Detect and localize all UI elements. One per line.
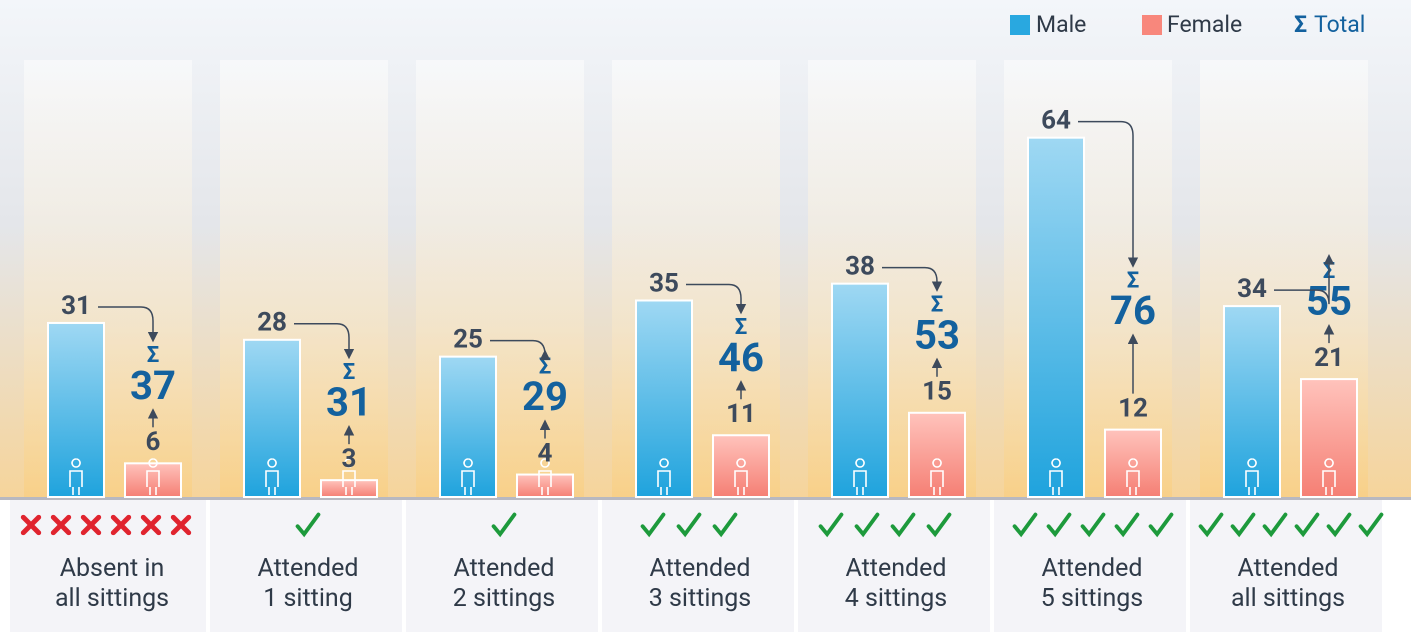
bar — [125, 463, 181, 497]
data-label: 4 — [538, 438, 553, 468]
total-label: 53 — [914, 311, 960, 358]
legend-swatch — [1142, 15, 1162, 35]
data-label: 31 — [61, 291, 91, 321]
data-label: 64 — [1041, 106, 1071, 136]
bar — [1105, 430, 1161, 497]
baseline — [0, 497, 1411, 500]
chart: Male Female Σ Total 316Σ37283Σ31254Σ2935… — [0, 0, 1411, 636]
bar — [517, 475, 573, 497]
data-label: 34 — [1237, 274, 1267, 304]
bar — [1224, 306, 1280, 497]
x-tick-label: Attended 2 sittings — [406, 554, 602, 614]
data-label: 38 — [845, 252, 875, 282]
x-tick-label: Attended 5 sittings — [994, 554, 1190, 614]
legend-symbol: Σ — [1294, 11, 1307, 38]
total-label: 37 — [130, 362, 176, 409]
data-label: 21 — [1314, 343, 1344, 373]
data-label: 12 — [1118, 394, 1148, 424]
total-label: 76 — [1110, 287, 1156, 334]
total-label: 29 — [522, 373, 568, 420]
bar — [1028, 138, 1084, 497]
legend-label: Total — [1314, 11, 1365, 38]
bar — [832, 284, 888, 497]
x-tick-label: Attended 4 sittings — [798, 554, 994, 614]
data-label: 6 — [146, 427, 161, 457]
legend-label: Male — [1036, 11, 1086, 38]
legend-label: Female — [1167, 11, 1242, 38]
x-tick-label: Absent in all sittings — [14, 554, 210, 614]
bar — [440, 357, 496, 497]
bar — [321, 480, 377, 497]
bar — [713, 435, 769, 497]
page: Male Female Σ Total 316Σ37283Σ31254Σ2935… — [0, 0, 1411, 636]
data-label: 15 — [922, 377, 952, 407]
data-label: 3 — [342, 444, 357, 474]
x-tick-label: Attended 3 sittings — [602, 554, 798, 614]
data-label: 11 — [726, 399, 756, 429]
data-label: 35 — [649, 268, 679, 298]
legend-swatch — [1010, 15, 1030, 35]
bar — [1301, 379, 1357, 497]
x-tick-label: Attended all sittings — [1190, 554, 1386, 614]
data-label: 28 — [257, 308, 287, 338]
bar — [909, 413, 965, 497]
bar — [244, 340, 300, 497]
x-tick-label: Attended 1 sitting — [210, 554, 406, 614]
total-label: 31 — [326, 379, 372, 426]
data-label: 25 — [453, 325, 483, 355]
total-label: 46 — [718, 334, 764, 381]
